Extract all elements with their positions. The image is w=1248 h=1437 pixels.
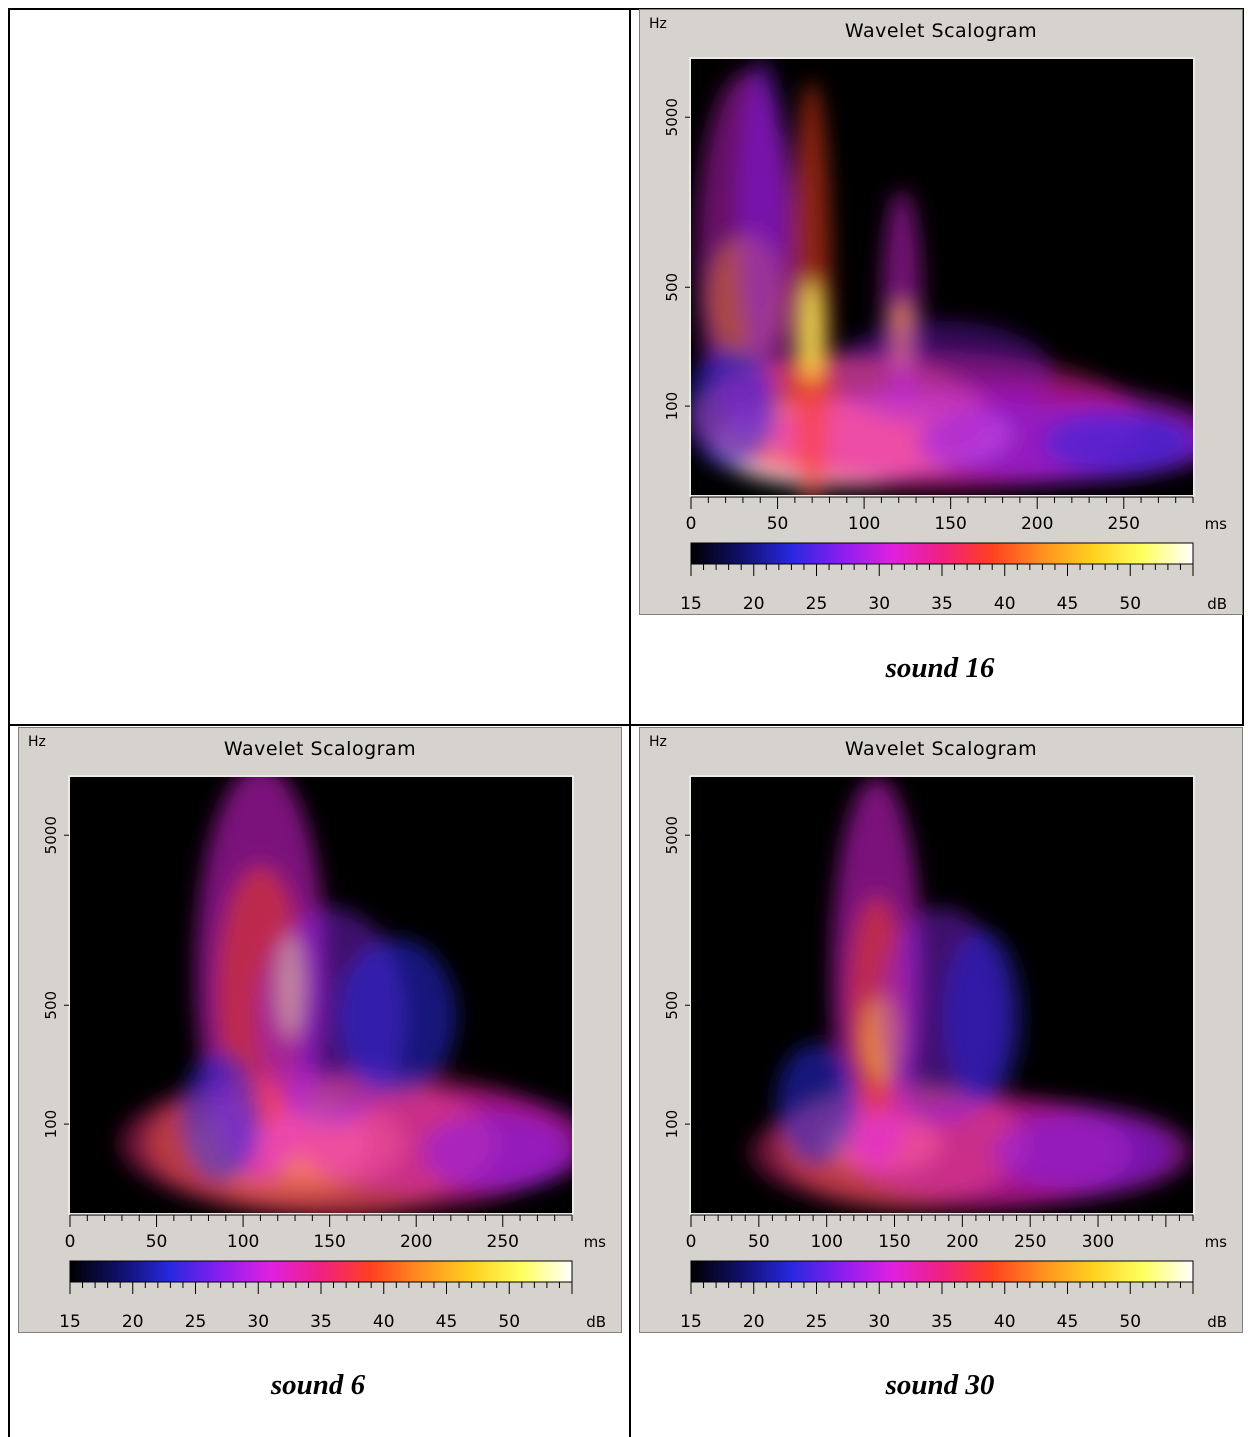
caption-sound-30: sound 30 [885, 1369, 995, 1401]
y-tick-label: 500 [42, 991, 60, 1020]
intensity-region [798, 277, 825, 382]
x-tick-label: 50 [146, 1232, 168, 1252]
colorbar-tick-label: 40 [373, 1312, 395, 1332]
scalogram-chart: 100 500 5000 0 50 100 150 200 250 ms 15 20 25 30 35 40 4… [42, 775, 607, 1332]
y-unit-label: Hz [649, 734, 667, 750]
colorbar-tick-label: 25 [806, 594, 828, 614]
x-tick-label: 0 [65, 1232, 76, 1252]
x-tick-label: 150 [313, 1232, 345, 1252]
intensity-region [831, 320, 1053, 426]
colorbar-tick-label: 25 [806, 1312, 828, 1332]
colorbar-tick-label: 35 [310, 1312, 332, 1332]
colorbar-tick-label: 30 [868, 1312, 890, 1332]
table-border-left [8, 8, 10, 1437]
x-tick-label: 200 [946, 1232, 978, 1252]
x-tick-label: 150 [878, 1232, 910, 1252]
colorbar-tick-label: 20 [743, 1312, 765, 1332]
x-tick-label: 300 [1082, 1232, 1114, 1252]
colorbar-tick-label: 25 [185, 1312, 207, 1332]
y-tick-label: 5000 [663, 816, 681, 854]
colorbar-tick-label: 20 [122, 1312, 144, 1332]
y-tick-label: 100 [663, 1110, 681, 1139]
chart-title: Wavelet Scalogram [223, 738, 417, 760]
colorbar-tick-label: 15 [680, 1312, 702, 1332]
caption-sound-16: sound 16 [885, 652, 995, 684]
intensity-region [992, 1112, 1173, 1192]
colorbar-tick-label: 35 [931, 594, 953, 614]
x-tick-label: 200 [400, 1232, 432, 1252]
y-tick-label: 500 [663, 273, 681, 302]
x-tick-label: 250 [1014, 1232, 1046, 1252]
y-tick-label: 500 [663, 991, 681, 1020]
scalogram-chart: 100 500 5000 0 50 100 150 200 250 ms 15 20 25 30 35 40 4… [663, 57, 1228, 614]
intensity-region [736, 59, 787, 365]
y-tick-label: 5000 [42, 816, 60, 854]
colorbar-unit-label: dB [1207, 595, 1227, 613]
colorbar [69, 1260, 573, 1283]
intensity-region [942, 929, 1023, 1104]
colorbar [690, 542, 1194, 565]
scalogram-panel-sound-16: Hz Wavelet Scalogram 100 500 5000 0 50 100 150… [639, 9, 1243, 615]
y-tick-label: 100 [663, 392, 681, 421]
colorbar [690, 1260, 1194, 1283]
intensity-region [180, 1051, 261, 1183]
x-tick-label: 250 [487, 1232, 519, 1252]
y-tick-label: 100 [42, 1110, 60, 1139]
x-tick-label: 50 [767, 514, 789, 534]
table-border-top [8, 8, 1244, 10]
x-tick-label: 100 [848, 514, 880, 534]
x-tick-label: 50 [748, 1232, 770, 1252]
colorbar-tick-label: 50 [498, 1312, 520, 1332]
x-tick-label: 150 [934, 514, 966, 534]
y-unit-label: Hz [28, 734, 46, 750]
colorbar-tick-label: 20 [743, 594, 765, 614]
colorbar-tick-label: 40 [994, 594, 1016, 614]
scalogram-intensity [120, 777, 572, 1213]
table-border-right [1242, 8, 1244, 724]
intensity-region [691, 346, 777, 469]
colorbar-tick-label: 45 [1057, 594, 1079, 614]
x-tick-label: 0 [686, 514, 697, 534]
colorbar-tick-label: 30 [868, 594, 890, 614]
colorbar-tick-label: 50 [1119, 594, 1141, 614]
layout-table [8, 8, 1244, 1437]
table-border-middle [8, 724, 1244, 726]
x-tick-label: 0 [686, 1232, 697, 1252]
x-unit-label: ms [584, 1233, 607, 1251]
x-unit-label: ms [1205, 1233, 1228, 1251]
colorbar-unit-label: dB [1207, 1313, 1227, 1331]
intensity-region [421, 1112, 572, 1192]
colorbar-tick-label: 45 [1057, 1312, 1079, 1332]
chart-title: Wavelet Scalogram [844, 738, 1038, 760]
caption-sound-6: sound 6 [270, 1369, 366, 1401]
x-unit-label: ms [1205, 515, 1228, 533]
scalogram-chart: 100 500 5000 0 50 100 150 200 250 300 ms 15 20 25 30 35… [663, 775, 1228, 1332]
x-tick-label: 250 [1108, 514, 1140, 534]
x-tick-label: 100 [227, 1232, 259, 1252]
colorbar-tick-label: 50 [1119, 1312, 1141, 1332]
scalogram-intensity [691, 59, 1193, 495]
chart-title: Wavelet Scalogram [844, 20, 1038, 42]
colorbar-tick-label: 45 [436, 1312, 458, 1332]
intensity-region [776, 1042, 857, 1166]
intensity-region [336, 938, 457, 1096]
colorbar-unit-label: dB [586, 1313, 606, 1331]
colorbar-tick-label: 15 [59, 1312, 81, 1332]
colorbar-tick-label: 15 [680, 594, 702, 614]
y-tick-label: 5000 [663, 98, 681, 136]
table-border-center [629, 8, 631, 1437]
y-unit-label: Hz [649, 16, 667, 32]
intensity-region [1042, 412, 1193, 474]
x-tick-label: 200 [1021, 514, 1053, 534]
scalogram-intensity [751, 777, 1193, 1213]
scalogram-panel-sound-6: Hz Wavelet Scalogram 100 500 5000 0 50 100 150… [18, 727, 622, 1333]
scalogram-panel-sound-30: Hz Wavelet Scalogram 100 500 5000 0 50 100 150… [639, 727, 1243, 1333]
colorbar-tick-label: 35 [931, 1312, 953, 1332]
colorbar-tick-label: 30 [247, 1312, 269, 1332]
x-tick-label: 100 [810, 1232, 842, 1252]
colorbar-tick-label: 40 [994, 1312, 1016, 1332]
